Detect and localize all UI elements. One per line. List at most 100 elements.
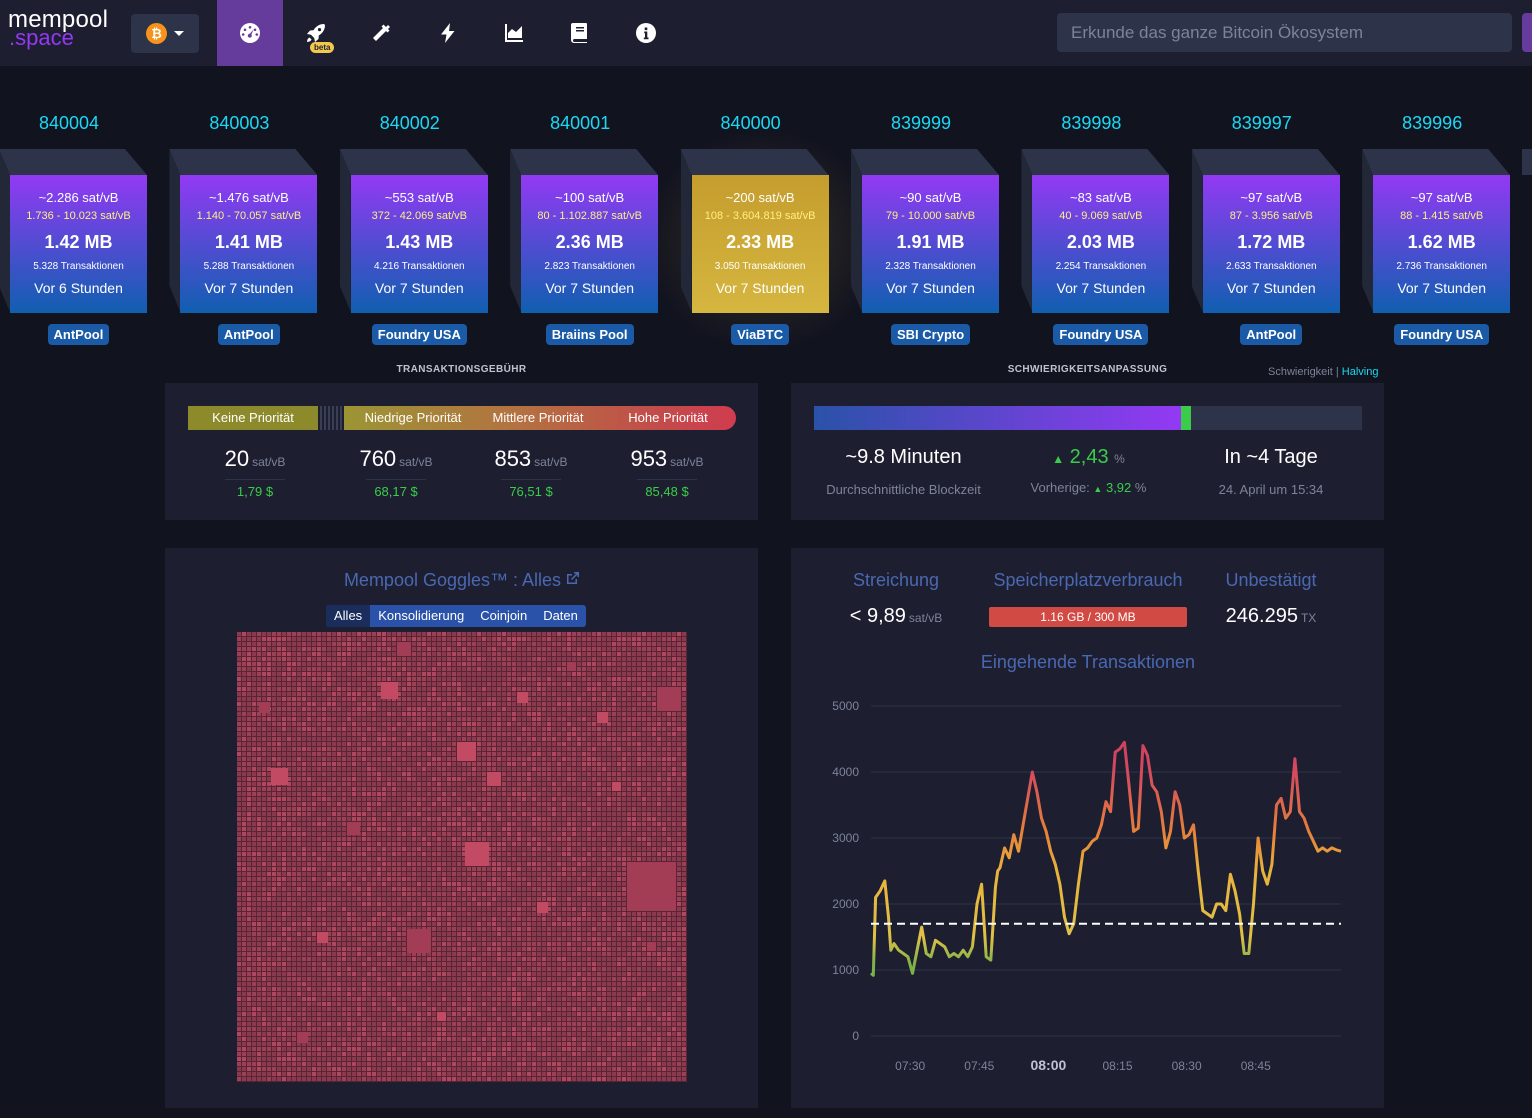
block-front-face[interactable]: ~97 sat/vB 87 - 3.956 sat/vB 1.72 MB 2.633 … xyxy=(1202,175,1340,313)
tx-square xyxy=(577,842,581,846)
block-839998[interactable]: 839998 ~83 sat/vB 40 - 9.069 sat/vB 2.03 MB… xyxy=(1021,100,1181,350)
tx-square xyxy=(617,662,621,666)
tx-square xyxy=(242,677,246,681)
tx-square xyxy=(237,887,241,891)
pool-badge[interactable]: Braiins Pool xyxy=(545,324,634,345)
block-839996[interactable]: 839996 ~97 sat/vB 88 - 1.415 sat/vB 1.62 MB… xyxy=(1362,100,1522,350)
tx-square xyxy=(502,867,506,871)
tx-square xyxy=(352,897,356,901)
halving-link[interactable]: Halving xyxy=(1341,366,1379,378)
tx-square xyxy=(432,772,436,776)
tx-square xyxy=(487,687,491,691)
block-front-face[interactable]: ~2.286 sat/vB 1.736 - 10.023 sat/vB 1.42 M… xyxy=(10,175,147,313)
tx-square xyxy=(542,657,546,661)
block-height[interactable]: 839997 xyxy=(1231,113,1292,133)
tx-square xyxy=(437,727,441,731)
pool-badge[interactable]: ViaBTC xyxy=(731,324,790,345)
tx-square xyxy=(302,712,306,716)
tx-square xyxy=(562,642,566,646)
search-input[interactable] xyxy=(1057,13,1512,52)
block-840004[interactable]: 840004 ~2.286 sat/vB 1.736 - 10.023 sat/vB… xyxy=(0,100,159,350)
tx-square xyxy=(317,632,321,636)
filter-tab-coinjoin[interactable]: Coinjoin xyxy=(480,608,528,623)
tx-square xyxy=(592,822,596,826)
pool-badge[interactable]: AntPool xyxy=(217,324,280,345)
block-front-face[interactable]: ~90 sat/vB 79 - 10.000 sat/vB 1.91 MB 2.328… xyxy=(862,175,999,313)
pool-badge[interactable]: AntPool xyxy=(47,324,110,345)
nav-mining[interactable] xyxy=(349,0,415,66)
tx-square xyxy=(472,837,476,841)
pool-badge[interactable]: Foundry USA xyxy=(1394,324,1490,345)
tx-square xyxy=(502,677,506,681)
nav-dashboard[interactable] xyxy=(217,0,283,66)
block-front-face[interactable]: ~83 sat/vB 40 - 9.069 sat/vB 2.03 MB 2.254 … xyxy=(1032,175,1170,313)
fee-label-none: Keine Priorität xyxy=(188,406,318,430)
tx-square xyxy=(327,682,331,686)
block-840002[interactable]: 840002 ~553 sat/vB 372 - 42.069 sat/vB 1.43… xyxy=(339,100,500,350)
difficulty-link[interactable]: Schwierigkeit xyxy=(1268,366,1333,378)
tx-square xyxy=(352,867,356,871)
nav-graphs[interactable] xyxy=(481,0,547,66)
tx-square xyxy=(532,852,536,856)
filter-tab-all[interactable]: Alles xyxy=(326,605,371,627)
tx-square xyxy=(597,737,601,741)
tx-square xyxy=(292,727,296,731)
tx-square xyxy=(542,817,546,821)
tx-square xyxy=(672,747,676,751)
block-height[interactable]: 840000 xyxy=(720,113,781,133)
filter-tab-data[interactable]: Daten xyxy=(543,608,578,623)
pool-badge[interactable]: AntPool xyxy=(1240,324,1303,345)
block-height[interactable]: 840001 xyxy=(550,113,611,133)
tx-square xyxy=(432,662,436,666)
tx-square xyxy=(497,667,501,671)
goggles-title[interactable]: Mempool Goggles™ : Alles xyxy=(165,570,759,591)
filter-tab-consolidation[interactable]: Konsolidierung xyxy=(378,608,465,623)
block-839997[interactable]: 839997 ~97 sat/vB 87 - 3.956 sat/vB 1.72 MB… xyxy=(1191,100,1352,350)
nav-about[interactable] xyxy=(613,0,679,66)
block-839999[interactable]: 839999 ~90 sat/vB 79 - 10.000 sat/vB 1.91 M… xyxy=(851,100,1011,350)
tx-square xyxy=(387,802,391,806)
block-height[interactable]: 839996 xyxy=(1402,113,1463,133)
pool-badge[interactable]: Foundry USA xyxy=(371,324,467,345)
block-front-face[interactable]: ~553 sat/vB 372 - 42.069 sat/vB 1.43 MB 4.2… xyxy=(350,175,488,313)
mempool-block-visualization[interactable] xyxy=(237,632,687,1082)
block-height[interactable]: 840004 xyxy=(38,113,100,133)
tx-square xyxy=(377,817,381,821)
tx-square xyxy=(502,707,506,711)
tx-square xyxy=(302,692,306,696)
tx-square xyxy=(387,887,391,891)
nav-lightning[interactable] xyxy=(415,0,481,66)
tx-square xyxy=(237,702,241,706)
block-height[interactable]: 839999 xyxy=(890,113,952,133)
block-840000[interactable]: 840000 ~200 sat/vB 108 - 3.604.819 sat/vB 2… xyxy=(680,100,841,350)
nav-docs[interactable] xyxy=(547,0,613,66)
previous-label: Vorherige: xyxy=(1030,480,1090,495)
block-height[interactable]: 840002 xyxy=(379,113,440,133)
block-front-face[interactable]: ~200 sat/vB 108 - 3.604.819 sat/vB 2.33 MB… xyxy=(691,175,829,313)
search-button[interactable] xyxy=(1522,13,1532,52)
block-front-face[interactable]: ~100 sat/vB 80 - 1.102.887 sat/vB 2.36 MB 2… xyxy=(521,175,659,313)
tx-square xyxy=(322,642,326,646)
block-840001[interactable]: 840001 ~100 sat/vB 80 - 1.102.887 sat/vB 2.… xyxy=(510,100,670,350)
block-840003[interactable]: 840003 ~1.476 sat/vB 1.140 - 70.057 sat/vB… xyxy=(169,100,329,350)
pool-badge[interactable]: Foundry USA xyxy=(1053,324,1149,345)
block-height[interactable]: 839998 xyxy=(1061,113,1122,133)
pool-badge[interactable]: SBI Crypto xyxy=(891,324,971,345)
block-front-face[interactable]: ~97 sat/vB 88 - 1.415 sat/vB 1.62 MB 2.736 … xyxy=(1373,175,1511,313)
tx-square xyxy=(682,892,686,896)
network-selector[interactable]: ₿ xyxy=(131,14,199,53)
block-front-face[interactable]: ~1.476 sat/vB 1.140 - 70.057 sat/vB 1.41 M… xyxy=(180,175,318,313)
block-height[interactable]: 840003 xyxy=(209,113,270,133)
tx-square xyxy=(377,767,381,771)
tx-square xyxy=(302,862,306,866)
mempool-logo[interactable]: mempool .space xyxy=(8,8,108,49)
tx-square xyxy=(442,667,446,671)
tx-square xyxy=(482,752,486,756)
nav-accelerator[interactable]: beta xyxy=(283,0,349,66)
tx-square xyxy=(302,802,306,806)
tx-square xyxy=(252,892,256,896)
tx-square xyxy=(467,827,471,831)
tx-square xyxy=(252,767,256,771)
tx-square xyxy=(317,752,321,756)
tx-square xyxy=(632,807,636,811)
